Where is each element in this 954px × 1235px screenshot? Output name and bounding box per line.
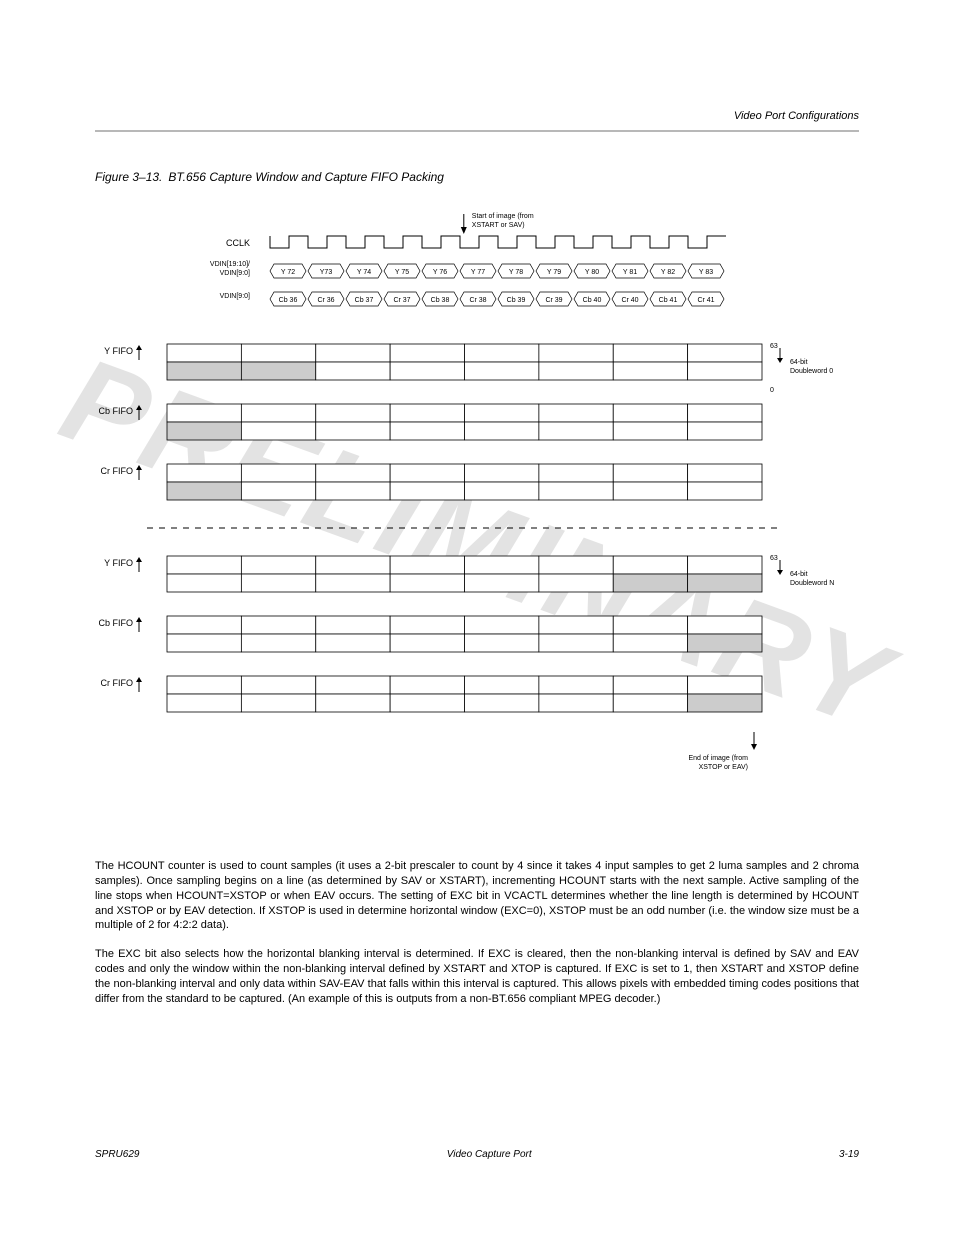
svg-text:Y 82: Y 82 <box>661 269 675 276</box>
svg-text:Y 79: Y 79 <box>547 269 561 276</box>
svg-text:Cr 39: Cr 39 <box>545 297 562 304</box>
svg-text:Y 78: Y 78 <box>509 269 523 276</box>
svg-text:XSTOP or EAV): XSTOP or EAV) <box>699 764 748 771</box>
svg-text:Doubleword 0: Doubleword 0 <box>790 368 833 375</box>
svg-text:Y 83: Y 83 <box>699 269 713 276</box>
svg-text:VDIN[9:0]: VDIN[9:0] <box>220 270 250 277</box>
svg-text:XSTART or SAV): XSTART or SAV) <box>472 222 525 229</box>
svg-text:63: 63 <box>770 343 778 350</box>
svg-text:VDIN[19:10]/: VDIN[19:10]/ <box>210 261 250 268</box>
svg-text:Y 81: Y 81 <box>623 269 637 276</box>
footer-left: SPRU629 <box>95 1149 139 1160</box>
svg-text:Cr 40: Cr 40 <box>621 297 638 304</box>
svg-text:Cb 36: Cb 36 <box>279 297 298 304</box>
figure-title: BT.656 Capture Window and Capture FIFO P… <box>168 170 444 184</box>
paragraph-2: The EXC bit also selects how the horizon… <box>95 947 859 1006</box>
svg-text:Cb 40: Cb 40 <box>583 297 602 304</box>
svg-text:Cr 41: Cr 41 <box>697 297 714 304</box>
svg-text:VDIN[9:0]: VDIN[9:0] <box>220 293 250 300</box>
svg-text:Y73: Y73 <box>320 269 333 276</box>
footer-center: Video Capture Port <box>447 1149 532 1160</box>
svg-text:Y FIFO: Y FIFO <box>104 558 133 568</box>
svg-text:Y 80: Y 80 <box>585 269 599 276</box>
svg-text:Y 75: Y 75 <box>395 269 409 276</box>
svg-text:CCLK: CCLK <box>226 238 250 248</box>
footer-right: 3-19 <box>839 1149 859 1160</box>
svg-text:Y 76: Y 76 <box>433 269 447 276</box>
svg-text:Cr 37: Cr 37 <box>393 297 410 304</box>
svg-text:Cb 39: Cb 39 <box>507 297 526 304</box>
page-footer: SPRU629 Video Capture Port 3-19 <box>95 1149 859 1160</box>
svg-text:Start of image (from: Start of image (from <box>472 213 534 220</box>
svg-text:Y 72: Y 72 <box>281 269 295 276</box>
figure-number: Figure 3–13. <box>95 170 162 184</box>
svg-text:0: 0 <box>770 387 774 394</box>
svg-text:63: 63 <box>770 555 778 562</box>
svg-text:Y 77: Y 77 <box>471 269 485 276</box>
svg-text:Y FIFO: Y FIFO <box>104 346 133 356</box>
content: Figure 3–13. BT.656 Capture Window and C… <box>95 170 859 1007</box>
svg-text:Cr 36: Cr 36 <box>317 297 334 304</box>
svg-text:64-bit: 64-bit <box>790 359 808 366</box>
paragraph-1: The HCOUNT counter is used to count samp… <box>95 859 859 933</box>
svg-text:Doubleword N: Doubleword N <box>790 580 834 587</box>
page-header: Video Port Configurations <box>95 110 859 132</box>
svg-text:Cb FIFO: Cb FIFO <box>98 618 133 628</box>
svg-text:Cb 37: Cb 37 <box>355 297 374 304</box>
svg-text:Cr 38: Cr 38 <box>469 297 486 304</box>
svg-text:64-bit: 64-bit <box>790 571 808 578</box>
svg-text:Cr FIFO: Cr FIFO <box>101 678 134 688</box>
svg-text:Y 74: Y 74 <box>357 269 371 276</box>
svg-text:Cb 38: Cb 38 <box>431 297 450 304</box>
svg-text:Cr FIFO: Cr FIFO <box>101 466 134 476</box>
figure-caption: Figure 3–13. BT.656 Capture Window and C… <box>95 170 859 184</box>
svg-text:End of image (from: End of image (from <box>688 755 748 762</box>
figure-svg: Start of image (from XSTART or SAV) CCLK Y … <box>95 204 855 824</box>
svg-text:Cb 41: Cb 41 <box>659 297 678 304</box>
figure-area: Start of image (from XSTART or SAV) CCLK Y … <box>95 204 859 829</box>
svg-text:Cb FIFO: Cb FIFO <box>98 406 133 416</box>
header-rule <box>95 130 859 132</box>
header-title: Video Port Configurations <box>95 110 859 122</box>
